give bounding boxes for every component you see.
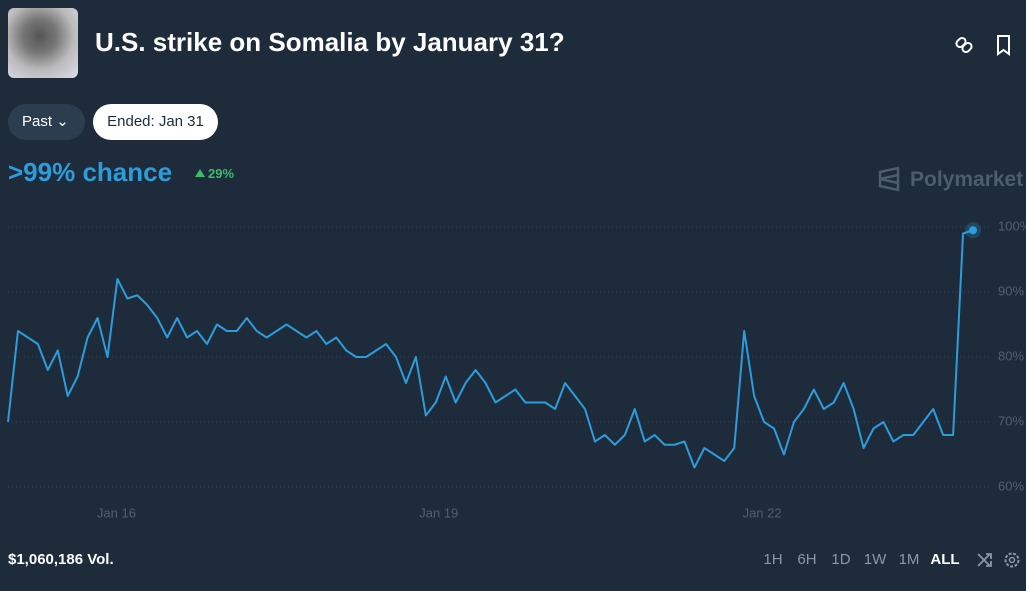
shuffle-icon[interactable]	[977, 553, 992, 567]
chart: 60% 70% 80% 90% 100% Jan 16 Jan 19 Jan 22	[7, 218, 1026, 520]
past-button[interactable]: Past ⌄	[8, 104, 85, 140]
range-button[interactable]: 1H	[763, 551, 783, 568]
y-tick-label: 70%	[998, 413, 1024, 428]
x-tick-label: Jan 16	[97, 505, 136, 520]
settings-icon[interactable]	[1004, 552, 1020, 568]
end-dot	[969, 226, 977, 235]
x-tick-label: Jan 19	[419, 505, 458, 520]
y-tick-label: 100%	[998, 218, 1026, 233]
range-buttons: 1H 6H 1D 1W 1M ALL	[756, 551, 964, 568]
y-tick-label: 60%	[998, 478, 1024, 493]
range-button[interactable]: 1W	[863, 551, 887, 568]
range-button[interactable]: 6H	[797, 551, 817, 568]
y-tick-label: 90%	[998, 283, 1024, 298]
header-icons	[955, 35, 1010, 56]
ended-button[interactable]: Ended: Jan 31	[93, 104, 218, 140]
link-icon[interactable]	[955, 36, 973, 54]
up-arrow	[195, 169, 205, 177]
x-tick-label: Jan 22	[743, 505, 782, 520]
range-button[interactable]: 1D	[831, 551, 851, 568]
chance: >99% chance	[8, 157, 173, 187]
change: 29%	[208, 166, 235, 181]
market-thumbnail	[8, 8, 78, 78]
brand: Polymarket	[910, 168, 1024, 191]
range-button[interactable]: ALL	[930, 551, 960, 568]
bookmark-icon[interactable]	[997, 35, 1010, 56]
market-title: U.S. strike on Somalia by January 31?	[95, 27, 565, 57]
chart-tools	[977, 552, 1020, 568]
past-label: Past	[22, 113, 53, 130]
brand-logo	[878, 166, 900, 192]
volume: $1,060,186 Vol.	[8, 551, 114, 568]
range-button[interactable]: 1M	[898, 551, 920, 568]
price-line	[7, 229, 974, 469]
y-tick-label: 80%	[998, 348, 1024, 363]
